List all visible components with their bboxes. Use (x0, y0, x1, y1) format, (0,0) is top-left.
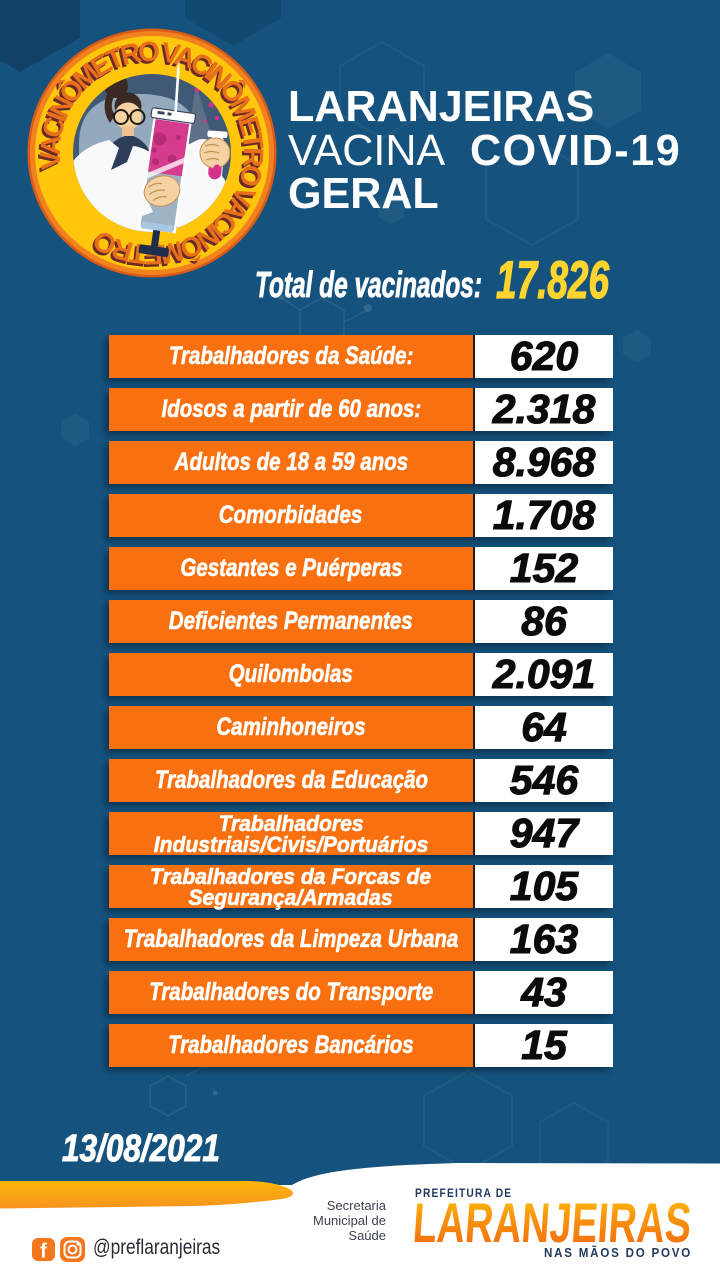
svg-text:f: f (40, 1241, 47, 1263)
svg-text:LARANJEIRAS: LARANJEIRAS (411, 1196, 693, 1248)
